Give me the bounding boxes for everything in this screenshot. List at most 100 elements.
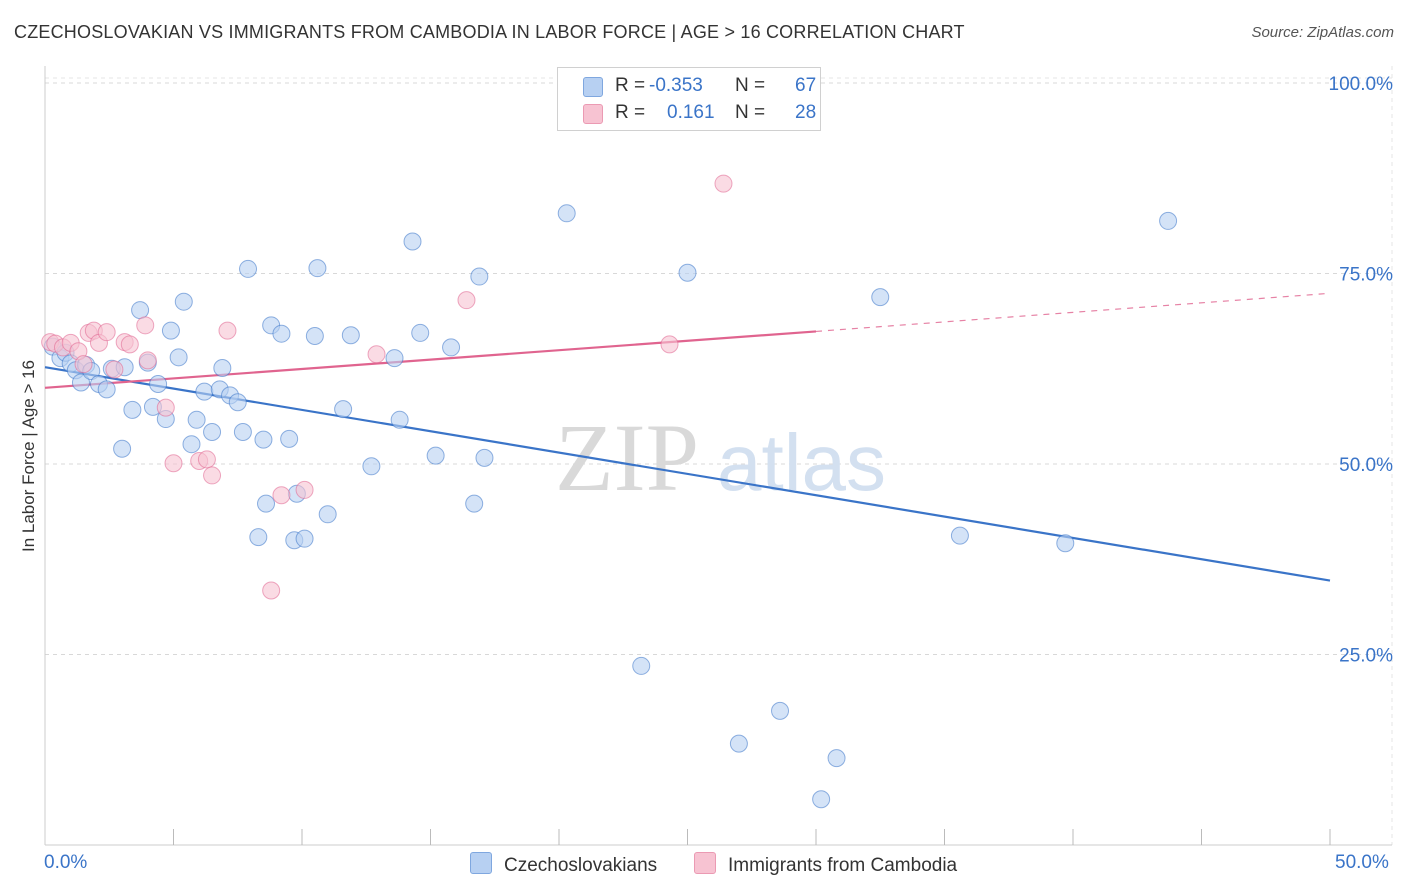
legend-r-value: -0.353 <box>649 75 703 96</box>
czechoslovakian-point <box>442 338 461 357</box>
czechoslovakian-point <box>390 410 409 429</box>
cambodia-point <box>156 398 175 417</box>
czechoslovakian-point <box>308 259 327 278</box>
legend-r-value: 0.161 <box>667 102 715 123</box>
cambodia-point <box>295 480 314 499</box>
czechoslovakian-point <box>812 790 831 809</box>
correlation-legend: R = -0.353 N = 67 R = 0.161 N = 28 <box>557 67 821 131</box>
czechoslovakian-point <box>280 429 299 448</box>
trend-line-1 <box>44 330 817 389</box>
czechoslovakian-point <box>182 435 201 454</box>
czechoslovakian-point <box>475 448 494 467</box>
czechoslovakian-point <box>249 528 268 547</box>
trend-line-0 <box>44 366 1331 582</box>
czechoslovakian-point <box>239 259 258 278</box>
cambodia-point <box>262 581 281 600</box>
legend-label: Immigrants from Cambodia <box>728 855 958 876</box>
y-axis-label-group: In Labor Force | Age > 16 <box>19 360 38 552</box>
czechoslovakian-point <box>426 446 445 465</box>
czechoslovakian-point <box>678 263 697 282</box>
czechoslovakian-point <box>385 349 404 368</box>
czechoslovakian-point <box>318 505 337 524</box>
cambodia-point <box>203 466 222 485</box>
cambodia-point <box>218 321 237 340</box>
y-tick-label: 25.0% <box>1339 646 1393 667</box>
y-tick-label: 75.0% <box>1339 265 1393 286</box>
cambodia-point <box>74 355 93 374</box>
czechoslovakian-point <box>632 656 651 675</box>
czechoslovakian-point <box>771 701 790 720</box>
cambodia-point <box>138 351 157 370</box>
legend-item-cambodia: Immigrants from Cambodia <box>694 852 957 877</box>
czechoslovakian-point <box>827 749 846 768</box>
source-label: Source: ZipAtlas.com <box>1251 24 1394 41</box>
czechoslovakian-point <box>272 324 291 343</box>
czechoslovakian-point <box>149 374 168 393</box>
czechoslovakian-point <box>362 457 381 476</box>
cambodia-point <box>120 335 139 354</box>
cambodia-point <box>164 454 183 473</box>
czechoslovakian-point <box>403 232 422 251</box>
czechoslovakian-point <box>1056 534 1075 553</box>
cambodia-point <box>105 360 124 379</box>
cambodia-point <box>457 291 476 310</box>
czechoslovakian-point <box>254 430 273 449</box>
cambodia-point <box>272 486 291 505</box>
legend-n-label: N = <box>735 102 766 123</box>
czechoslovakian-point <box>1159 211 1178 230</box>
y-tick-label: 100.0% <box>1329 74 1394 95</box>
czechoslovakian-point <box>334 400 353 419</box>
czechoslovakian-point <box>228 393 247 412</box>
czechoslovakian-point <box>465 494 484 513</box>
czechoslovakian-point <box>123 400 142 419</box>
y-tick-label: 50.0% <box>1339 455 1393 476</box>
legend-swatch-pink <box>694 852 716 874</box>
czechoslovakian-point <box>729 734 748 753</box>
cambodia-point <box>197 450 216 469</box>
cambodia-point <box>660 335 679 354</box>
czechoslovakian-point <box>950 526 969 545</box>
czechoslovakian-point <box>257 494 276 513</box>
czechoslovakian-point <box>187 410 206 429</box>
legend-r-label: R = <box>615 75 646 96</box>
y-axis-label: In Labor Force | Age > 16 <box>19 360 38 552</box>
czechoslovakian-point <box>71 373 90 392</box>
legend-swatch-blue <box>583 77 603 97</box>
legend-n-value: 67 <box>795 75 817 96</box>
czechoslovakian-point <box>113 439 132 458</box>
axes <box>44 66 1392 846</box>
czechoslovakian-point <box>195 382 214 401</box>
cambodia-point <box>97 323 116 342</box>
watermark: ZIP atlas <box>555 404 886 511</box>
czechoslovakian-point <box>174 292 193 311</box>
czechoslovakian-point <box>213 358 232 377</box>
legend-n-value: 28 <box>795 102 817 123</box>
legend-label: Czechoslovakians <box>504 855 658 876</box>
legend-n-label: N = <box>735 75 766 96</box>
legend-swatch-pink <box>583 104 603 124</box>
czechoslovakian-point <box>557 204 576 223</box>
cambodia-point <box>367 345 386 364</box>
cambodia-point <box>136 316 155 335</box>
czechoslovakian-point <box>233 422 252 441</box>
czechoslovakian-point <box>871 288 890 307</box>
legend-swatch-blue <box>470 852 492 874</box>
czechoslovakian-point <box>295 529 314 548</box>
czechoslovakian-point <box>169 348 188 367</box>
czechoslovakian-point <box>161 321 180 340</box>
czechoslovakian-point <box>470 267 489 286</box>
czechoslovakian-point <box>203 422 222 441</box>
czechoslovakian-point <box>97 380 116 399</box>
legend-item-czechoslovakians: Czechoslovakians <box>470 852 657 877</box>
trend-lines <box>44 292 1331 582</box>
chart-title: CZECHOSLOVAKIAN VS IMMIGRANTS FROM CAMBO… <box>14 22 965 42</box>
x-axis-max-label: 50.0% <box>1335 852 1389 873</box>
czechoslovakian-point <box>305 326 324 345</box>
cambodia-point <box>714 174 733 193</box>
watermark-zip: ZIP <box>555 404 699 511</box>
data-points <box>41 174 1178 809</box>
trend-line-extension-1 <box>815 292 1331 333</box>
legend-r-label: R = <box>615 102 646 123</box>
czechoslovakian-point <box>411 323 430 342</box>
